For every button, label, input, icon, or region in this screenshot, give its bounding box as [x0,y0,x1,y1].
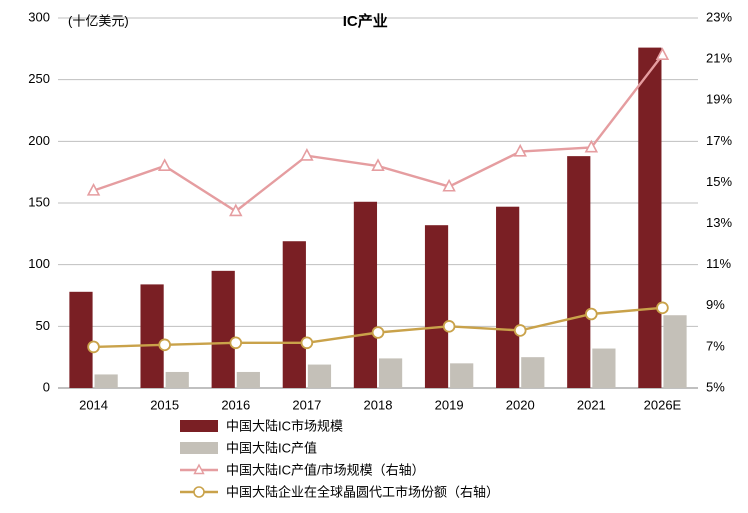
marker-circle [657,302,668,313]
x-tick: 2026E [644,397,682,412]
bar-output [592,349,615,388]
y-left-tick: 0 [43,379,50,394]
bar-output [450,363,473,388]
bar-output [95,374,118,388]
bar-output [166,372,189,388]
bar-output [663,315,686,388]
y-left-tick: 50 [36,318,50,333]
marker-triangle [301,150,312,160]
marker-triangle [159,160,170,170]
bar-market [69,292,92,388]
x-tick: 2020 [506,397,535,412]
marker-circle [159,339,170,350]
chart-container: 0 50 100 150 200 250 300 5% 7% 9% 11% 13% 15% 17% 19% 2… [0,0,748,513]
bar-market [140,284,163,388]
y-left-tick: 250 [28,71,50,86]
bar-market [496,207,519,388]
x-tick: 2021 [577,397,606,412]
legend: 中国大陆IC市场规模中国大陆IC产值中国大陆IC产值/市场规模（右轴） 中国大陆企… [180,418,499,499]
legend-market: 中国大陆IC市场规模 [180,418,343,433]
y-right-tick: 13% [706,215,732,230]
bar-output [521,357,544,388]
bar-market [212,271,235,388]
y-right-tick: 21% [706,51,732,66]
chart-title: IC产业 [343,12,388,30]
x-tick: 2015 [150,397,179,412]
y-right-tick: 7% [706,338,725,353]
y-left-tick: 100 [28,256,50,271]
marker-circle [230,337,241,348]
legend-market-label: 中国大陆IC市场规模 [226,418,343,433]
y-left-unit: (十亿美元) [68,13,129,28]
legend-foundry: 中国大陆企业在全球晶圆代工市场份额（右轴） [180,484,499,499]
chart-svg: 0 50 100 150 200 250 300 5% 7% 9% 11% 13% 15% 17% 19% 2… [0,0,748,513]
legend-output-label: 中国大陆IC产值 [226,440,317,455]
legend-ratio: 中国大陆IC产值/市场规模（右轴） [180,462,425,477]
x-tick: 2017 [292,397,321,412]
y-right-tick: 5% [706,379,725,394]
bar-market [425,225,448,388]
y-right-tick: 9% [706,297,725,312]
bar-output [379,358,402,388]
marker-circle [88,341,99,352]
x-tick: 2016 [221,397,250,412]
y-left-tick: 150 [28,194,50,209]
marker-circle [515,325,526,336]
x-tick: 2019 [435,397,464,412]
y-right-tick: 17% [706,133,732,148]
y-right-tick: 11% [706,256,731,271]
bar-market [567,156,590,388]
y-right-tick: 15% [706,174,732,189]
legend-foundry-label: 中国大陆企业在全球晶圆代工市场份额（右轴） [226,484,499,499]
marker-circle [301,337,312,348]
x-tick: 2018 [364,397,393,412]
y-right-tick: 23% [706,9,732,24]
bar-output [308,365,331,388]
bar-market [354,202,377,388]
y-left-tick: 200 [28,133,50,148]
marker-circle [373,327,384,338]
marker-circle [444,321,455,332]
y-left-tick: 300 [28,9,50,24]
y-right-tick: 19% [706,92,732,107]
legend-ratio-label: 中国大陆IC产值/市场规模（右轴） [226,462,425,477]
x-tick: 2014 [79,397,108,412]
marker-circle [586,309,597,320]
bar-output [237,372,260,388]
bar-market [283,241,306,388]
bar-market [638,48,661,388]
legend-output: 中国大陆IC产值 [180,440,317,455]
